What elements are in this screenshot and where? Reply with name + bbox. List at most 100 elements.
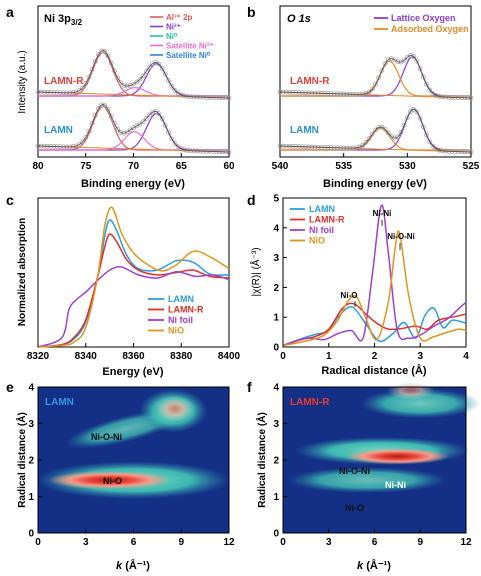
data-point-lamn: [382, 126, 388, 132]
x-tick-label: 80: [32, 161, 44, 172]
x-tick-label: 12: [460, 537, 472, 548]
data-point-lamn-r: [401, 57, 407, 63]
data-point-lamn-r: [89, 67, 95, 72]
annotations: Ni-Ni Ni-O-Ni Ni-O: [341, 209, 415, 307]
data-point-lamn-r: [147, 64, 152, 70]
sample-label-lamn-r: LAMN-R: [44, 76, 84, 87]
sample-label: LAMN: [45, 397, 74, 408]
y-tick-label: 2: [28, 456, 34, 467]
x-tick-label: 8320: [27, 351, 50, 362]
annotation-ni-ni: Ni-Ni: [373, 209, 392, 218]
data-point-lamn: [108, 113, 114, 119]
component-satellite-ni-lamn: [37, 131, 229, 151]
data-point-lamn: [414, 109, 420, 115]
y-tick-label: 1: [273, 492, 279, 503]
data-point-lamn: [102, 102, 108, 108]
data-point-lamn-r: [382, 61, 388, 67]
data-point-lamn-r: [159, 65, 165, 71]
data-point-lamn-r: [80, 85, 85, 91]
data-point-lamn: [369, 131, 375, 137]
data-point-lamn: [169, 136, 175, 142]
data-point-lamn: [96, 106, 101, 111]
y-tick-label: 2: [273, 283, 279, 294]
data-point-lamn-r: [115, 75, 120, 81]
annotation-ni-o: Ni-O: [341, 291, 358, 300]
data-point-lamn-r: [112, 68, 117, 74]
sample-label: LAMN-R: [290, 397, 330, 408]
data-point-lamn: [80, 139, 85, 145]
legend-label-ni-foil: Ni foil: [309, 225, 334, 235]
data-point-lamn-r: [162, 71, 168, 77]
contour-ni-o-peak: [47, 471, 172, 490]
data-point-lamn: [77, 142, 82, 147]
contour-ni-ni-peak: [345, 448, 450, 465]
series-nio: [37, 206, 230, 348]
contour-upper-peak: [154, 395, 195, 422]
x-ticks: 8320 8340 8360 8380 8400: [27, 343, 241, 362]
data-point-lamn: [118, 130, 124, 135]
data-point-lamn: [408, 109, 413, 114]
legend-label-lattice-oxygen: Lattice Oxygen: [391, 13, 456, 23]
series-lamn: [37, 219, 230, 348]
y-axis-label: Radical distance (Å): [255, 412, 268, 508]
x-axis-label: k (Å⁻¹): [116, 559, 150, 572]
envelope-lamn-r: [280, 54, 472, 99]
data-point-lamn: [150, 109, 155, 115]
legend-label-satellite-ni: Satellite Ni⁰: [166, 51, 211, 60]
y-tick-label: 0: [273, 343, 279, 354]
x-tick-label: 6: [131, 537, 137, 548]
y-tick-label: 4: [273, 223, 279, 234]
y-tick-label: 4: [28, 383, 34, 394]
sample-label-lamn: LAMN: [44, 125, 73, 136]
y-tick-label: 1: [28, 492, 34, 503]
legend-label-nio: NiO: [309, 236, 325, 246]
x-tick-label: 1: [326, 351, 332, 362]
x-tick-label: 525: [463, 161, 480, 172]
data-point-lamn: [395, 134, 401, 140]
y-tick-label: 2: [273, 456, 279, 467]
data-point-lamn-r: [417, 66, 423, 72]
x-axis-label: Energy (eV): [102, 366, 163, 378]
data-point-lamn: [366, 136, 372, 141]
data-point-lamn-r: [137, 76, 143, 82]
data-point-lamn: [124, 129, 130, 135]
panel-f: f LAMN-R Ni-O-Ni Ni-Ni Ni-O 0 3 6 9 1201234 …: [247, 379, 481, 572]
data-point-lamn-r: [156, 61, 162, 67]
data-point-lamn: [398, 130, 404, 135]
plot-frame: [279, 5, 472, 158]
data-point-lamn: [140, 119, 146, 125]
legend-label-adsorbed-oxygen: Adsorbed Oxygen: [391, 24, 469, 34]
x-tick-label: 6: [372, 537, 378, 548]
legend-label-lamn-r: LAMN-R: [168, 305, 204, 315]
data-point-lamn: [424, 132, 429, 138]
data-point-lamn-r: [86, 74, 92, 80]
x-ticks: 80 75 70 65 60: [32, 153, 235, 172]
data-point-lamn: [89, 121, 95, 126]
series-nio: [282, 230, 467, 347]
data-point-lamn: [112, 120, 117, 126]
data-point-lamn-r: [83, 81, 89, 86]
data-point-lamn-r: [105, 53, 111, 59]
x-tick-label: 3: [326, 537, 332, 548]
data-point-lamn: [127, 127, 133, 133]
panel-letter: c: [6, 192, 14, 208]
legend-label-al-2p: Al³⁺ 2p: [166, 13, 193, 22]
x-tick-label: 3: [417, 351, 423, 362]
series-lamn-r: [282, 302, 467, 347]
data-point-lamn-r: [96, 52, 101, 57]
data-point-lamn: [404, 115, 410, 120]
panel-letter: d: [247, 192, 256, 208]
data-point-lamn-r: [166, 78, 171, 83]
x-tick-label: 8360: [122, 351, 145, 362]
data-point-lamn: [373, 127, 378, 133]
y-tick-label: 3: [273, 253, 279, 264]
x-tick-label: 65: [176, 161, 188, 172]
data-point-lamn: [156, 111, 162, 116]
data-point-lamn-r: [172, 88, 178, 93]
data-point-lamn-r: [427, 87, 432, 93]
